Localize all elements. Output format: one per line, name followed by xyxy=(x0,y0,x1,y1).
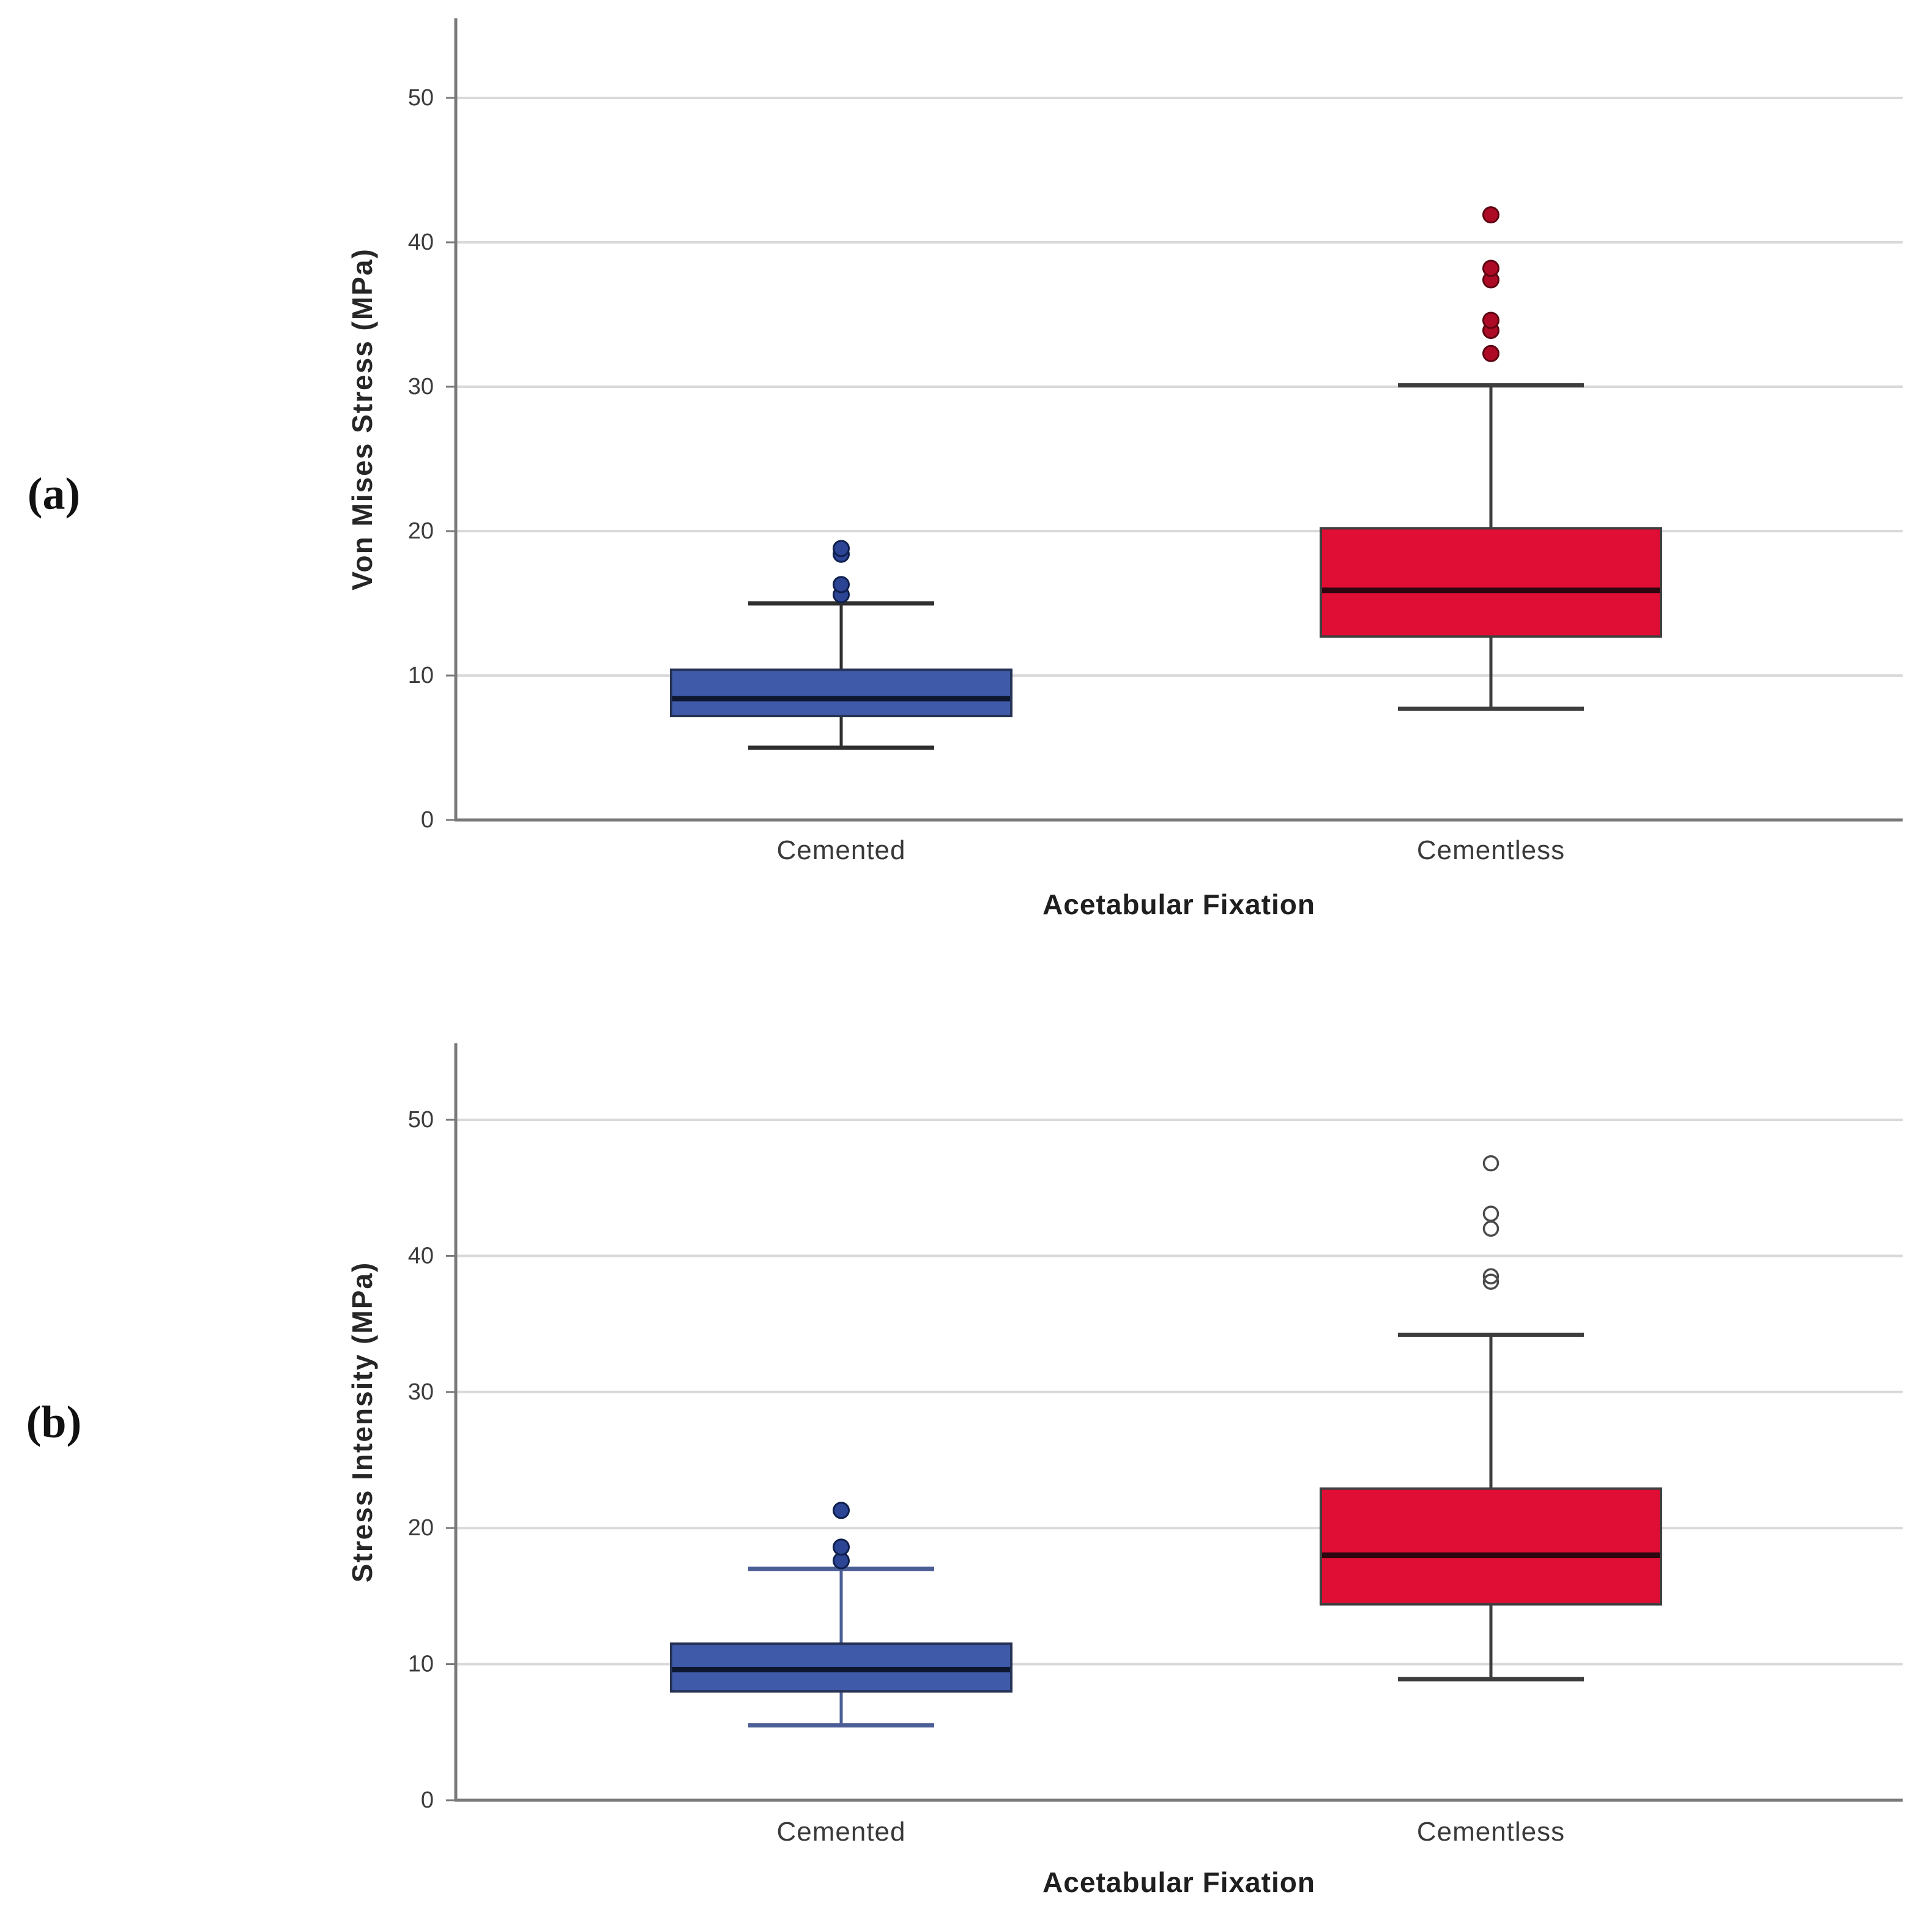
outlier-point xyxy=(1482,311,1499,329)
y-tick-label: 30 xyxy=(408,1379,434,1405)
panel-b-category-cemented: Cemented xyxy=(776,1817,906,1847)
outlier-point xyxy=(833,540,850,557)
y-tick-label: 20 xyxy=(408,518,434,544)
panel-a-category-cemented: Cemented xyxy=(776,835,906,865)
y-tick-label: 40 xyxy=(408,1243,434,1268)
outlier-point xyxy=(833,576,850,594)
y-tick-label: 20 xyxy=(408,1515,434,1541)
outlier-point xyxy=(1482,1220,1499,1237)
box-cementless-panel-b xyxy=(1320,1155,1662,1682)
y-tick-label: 0 xyxy=(421,807,434,833)
panel-b-y-axis-title: Stress Intensity (MPa) xyxy=(346,1261,378,1583)
y-tick-label: 10 xyxy=(408,663,434,688)
y-tick-label: 40 xyxy=(408,229,434,255)
box-cemented-panel-b xyxy=(670,1502,1012,1728)
outlier-point xyxy=(833,1502,850,1519)
panel-a-y-axis-title: Von Mises Stress (MPa) xyxy=(346,248,378,590)
panel-a-category-cementless: Cementless xyxy=(1416,835,1566,865)
y-tick-label: 50 xyxy=(408,1107,434,1133)
box-cemented-panel-a xyxy=(670,540,1012,750)
y-tick-label: 30 xyxy=(408,374,434,400)
panel-b-category-cementless: Cementless xyxy=(1416,1817,1566,1847)
outlier-point xyxy=(1482,206,1499,224)
outlier-point xyxy=(1482,1205,1499,1222)
y-tick-label: 0 xyxy=(421,1787,434,1813)
outlier-point xyxy=(1482,345,1499,362)
outlier-point xyxy=(1482,1268,1499,1285)
panel-a-tag: (a) xyxy=(27,469,81,520)
box-cementless-panel-a xyxy=(1320,206,1662,711)
y-tick-label: 10 xyxy=(408,1652,434,1677)
outlier-point xyxy=(1482,259,1499,277)
outlier-point xyxy=(1482,1273,1499,1290)
panel-b-tag: (b) xyxy=(26,1397,82,1448)
outlier-point xyxy=(1482,1155,1499,1172)
panel-b-x-axis-title: Acetabular Fixation xyxy=(1042,1866,1315,1898)
outlier-point xyxy=(833,1538,850,1556)
panel-a-x-axis-title: Acetabular Fixation xyxy=(1042,888,1315,920)
y-tick-label: 50 xyxy=(408,85,434,111)
